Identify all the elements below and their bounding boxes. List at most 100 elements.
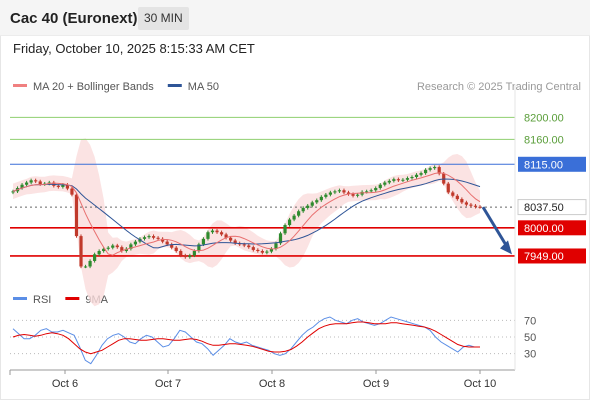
level-label-0: 8200.00 (524, 112, 564, 124)
candle-body (11, 191, 15, 193)
level-tag-3 (517, 199, 587, 216)
bollinger-band (13, 138, 480, 307)
candle-body (201, 238, 206, 245)
candle-body (369, 190, 373, 192)
ma20-line (12, 172, 481, 256)
candle-body (183, 255, 187, 258)
candle-body (351, 194, 355, 196)
rsi-legend-swatch-0 (13, 297, 27, 300)
candle-body (188, 255, 192, 258)
candle-body (256, 249, 260, 252)
candle-body (274, 243, 278, 249)
candle-body (410, 176, 414, 179)
level-tag-4 (518, 220, 586, 236)
candle-body (124, 248, 128, 252)
candle-body (192, 251, 196, 256)
forecast-arrow-shaft (481, 206, 510, 250)
candle-body (469, 204, 473, 206)
candle-body (165, 241, 169, 245)
candle-body (378, 184, 382, 189)
candle-body (297, 211, 301, 216)
candle-body (464, 202, 468, 205)
candle-body (229, 237, 233, 241)
candle-body (29, 180, 33, 183)
candle-body (115, 245, 119, 248)
candle-body (315, 200, 319, 203)
candle-body (310, 202, 314, 206)
candle-body (319, 196, 323, 201)
candle-body (337, 190, 342, 192)
candle-body (206, 232, 210, 239)
candle-body (179, 251, 183, 256)
candle-body (423, 169, 428, 174)
candle-body (25, 182, 29, 185)
candle-body (215, 230, 219, 233)
candle-body (265, 251, 269, 253)
candle-body (269, 248, 274, 252)
candle-body (260, 251, 264, 253)
candle-body (38, 181, 42, 185)
candle-body (61, 184, 65, 187)
candle-body (129, 244, 133, 249)
candle-body (292, 215, 296, 220)
level-label-5: 7949.00 (524, 251, 564, 263)
candle-body (355, 194, 360, 196)
timestamp: Friday, October 10, 2025 8:15:33 AM CET (13, 41, 255, 56)
rsi-level-label-0: 70 (524, 315, 536, 327)
candle-body (287, 219, 292, 226)
candle-body (161, 238, 165, 242)
candle-body (174, 247, 178, 252)
candle-body (383, 182, 387, 185)
candle-body (83, 266, 88, 268)
rsi-level-label-2: 30 (524, 349, 536, 361)
candle-body (88, 260, 92, 267)
candle-body (102, 248, 106, 252)
candle-body (147, 236, 151, 238)
candle-body (460, 199, 464, 203)
candle-body (451, 192, 455, 196)
level-label-3: 8037.50 (524, 202, 564, 214)
candle-body (133, 241, 138, 245)
candle-body (233, 240, 237, 244)
candle-body (342, 190, 346, 193)
candle-body (20, 184, 24, 189)
candle-body (156, 237, 160, 239)
candle-body (437, 167, 441, 174)
candle-body (247, 245, 251, 248)
candle-body (428, 168, 432, 170)
level-label-4: 8000.00 (524, 223, 564, 235)
instrument-title: Cac 40 (Euronext) (10, 10, 138, 27)
candle-body (120, 247, 124, 252)
candle-body (419, 173, 423, 175)
candle-body (301, 207, 305, 212)
candle-body (97, 251, 101, 255)
candle-body (433, 167, 437, 169)
candle-body (79, 236, 83, 267)
candle-body (56, 185, 60, 187)
candle-body (142, 237, 147, 239)
candle-body (387, 180, 391, 183)
legend-swatch-0 (13, 84, 27, 87)
rsi-line (12, 316, 480, 365)
ma50-line (12, 178, 481, 249)
legend-label-1: MA 50 (188, 81, 219, 93)
legend-label-0: MA 20 + Bollinger Bands (33, 81, 154, 93)
candle-body (65, 184, 70, 189)
candle-body (106, 247, 110, 249)
candle-body (70, 188, 74, 195)
candle-body (251, 247, 255, 250)
rsi-level-label-1: 50 (524, 332, 536, 344)
candle-body (333, 191, 337, 193)
x-tick-label-3: Oct 9 (363, 378, 389, 390)
candle-body (414, 174, 419, 177)
x-tick-label-0: Oct 6 (52, 378, 78, 390)
interval-selector[interactable]: 30 MIN (138, 7, 189, 30)
candle-body (151, 236, 156, 238)
candle-body (324, 194, 328, 197)
x-tick-label-1: Oct 7 (155, 378, 181, 390)
candle-body (346, 192, 351, 195)
rsi-legend-label-0: RSI (33, 294, 51, 306)
research-credit: Research © 2025 Trading Central (417, 81, 581, 93)
candle-body (405, 178, 410, 180)
